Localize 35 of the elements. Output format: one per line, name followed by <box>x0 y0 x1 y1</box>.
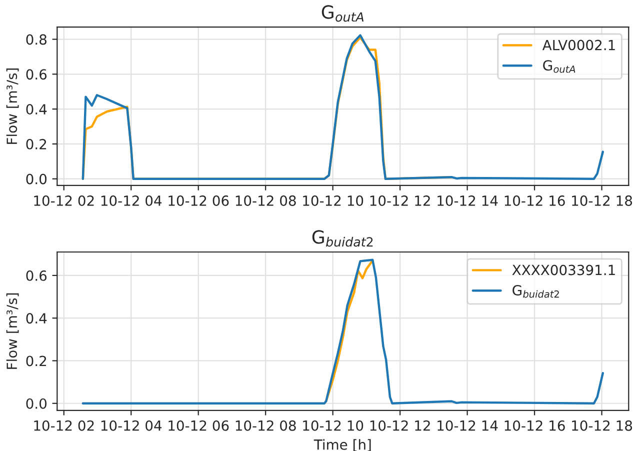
x-tick-label: 10-12 08 <box>236 420 296 431</box>
y-axis-title: Flow [m³/s] <box>6 293 19 369</box>
legend-label: ALV0002.1 <box>542 40 615 50</box>
legend-label: G$_{buidat2}$ <box>512 285 559 298</box>
chart-title: G$_{outA}$ <box>322 5 364 22</box>
x-tick-label: 10-12 04 <box>101 420 162 431</box>
x-tick-label: 10-12 12 <box>370 420 430 431</box>
x-tick-label: 10-12 02 <box>34 420 94 431</box>
x-tick-label: 10-12 14 <box>438 195 498 206</box>
legend-label: G$_{outA}$ <box>543 60 576 73</box>
x-tick-label: 10-12 18 <box>572 420 632 431</box>
y-axis-title: Flow [m³/s] <box>6 68 19 144</box>
y-tick-label: 0.8 <box>26 34 46 45</box>
legend-label: XXXX003391.1 <box>512 264 615 276</box>
y-tick-label: 0.0 <box>26 174 47 184</box>
chart-title: G$_{buidat2}$ <box>312 230 373 247</box>
x-tick-label: 10-12 12 <box>370 195 430 206</box>
x-tick-label: 10-12 06 <box>168 420 229 431</box>
y-tick-label: 0.4 <box>26 313 47 324</box>
x-tick-label: 10-12 14 <box>438 420 498 431</box>
y-tick-label: 0.4 <box>26 104 47 115</box>
x-tick-label: 10-12 18 <box>572 195 632 206</box>
y-tick-label: 0.2 <box>26 138 46 150</box>
y-tick-label: 0.2 <box>26 356 46 366</box>
x-tick-label: 10-12 16 <box>504 420 565 431</box>
x-tick-label: 10-12 16 <box>504 195 565 206</box>
y-tick-label: 0.6 <box>26 270 47 281</box>
x-tick-label: 10-12 08 <box>236 195 296 206</box>
y-tick-label: 0.0 <box>26 398 47 409</box>
x-tick-label: 10-12 10 <box>303 195 364 206</box>
x-tick-label: 10-12 06 <box>168 195 229 206</box>
x-tick-label: 10-12 10 <box>303 420 364 431</box>
x-tick-label: 10-12 02 <box>34 195 94 206</box>
x-tick-label: 10-12 04 <box>101 195 162 206</box>
y-tick-label: 0.6 <box>26 69 47 80</box>
